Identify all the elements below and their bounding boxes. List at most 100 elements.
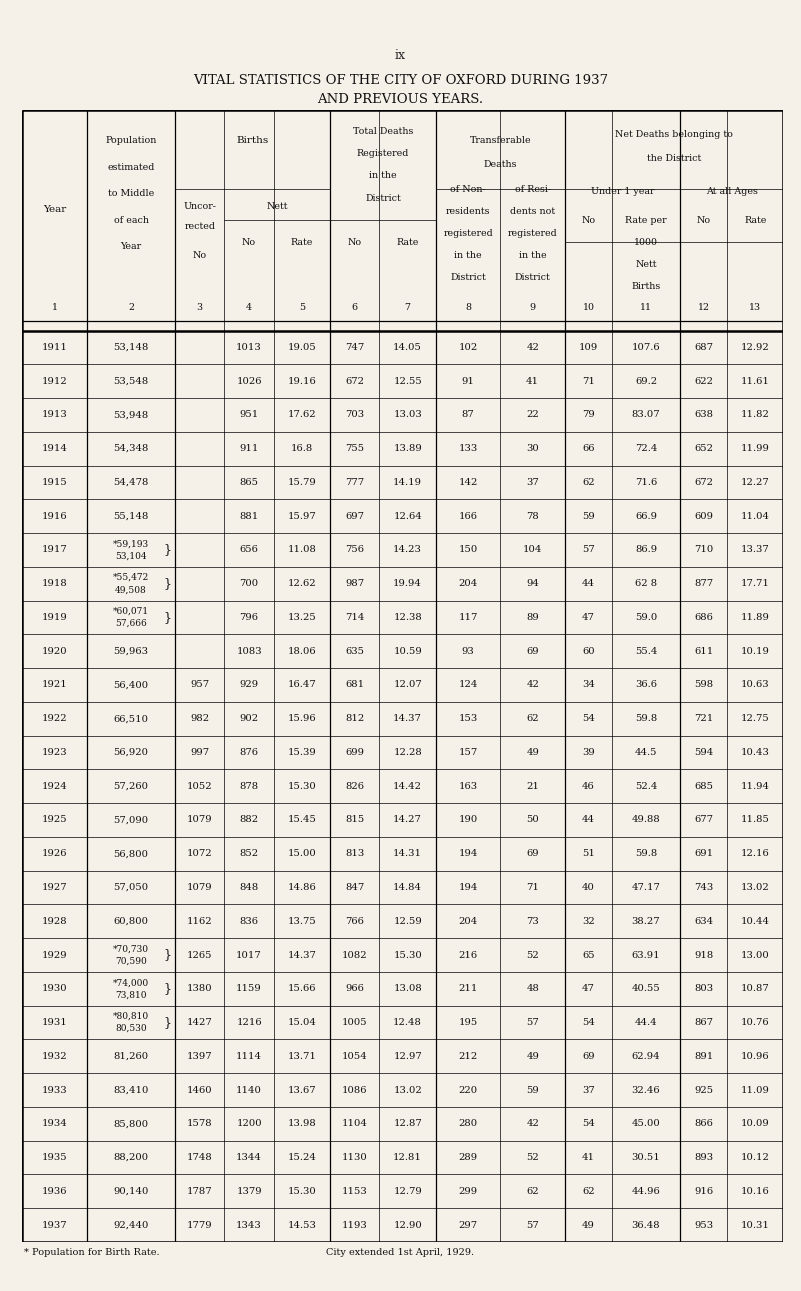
Text: 10.16: 10.16: [741, 1186, 770, 1195]
Text: No: No: [696, 216, 710, 225]
Text: 37: 37: [526, 478, 539, 487]
Text: 44.5: 44.5: [634, 747, 658, 757]
Text: 796: 796: [239, 613, 259, 622]
Text: 39: 39: [582, 747, 595, 757]
Text: 49: 49: [582, 1220, 595, 1229]
Text: 85,800: 85,800: [114, 1119, 149, 1128]
Text: }: }: [163, 544, 171, 556]
Text: 891: 891: [694, 1052, 713, 1061]
Text: 15.45: 15.45: [288, 816, 316, 825]
Text: 57,090: 57,090: [114, 816, 149, 825]
Text: 721: 721: [694, 714, 713, 723]
Text: 62: 62: [582, 478, 595, 487]
Text: 56,920: 56,920: [114, 747, 148, 757]
Text: 1153: 1153: [342, 1186, 368, 1195]
Text: 13.75: 13.75: [288, 917, 316, 926]
Text: 6: 6: [352, 303, 358, 312]
Text: 92,440: 92,440: [114, 1220, 149, 1229]
Text: Rate: Rate: [744, 216, 767, 225]
Text: 80,530: 80,530: [115, 1024, 147, 1033]
Text: 1082: 1082: [342, 950, 368, 959]
Text: 1379: 1379: [236, 1186, 262, 1195]
Text: 53,148: 53,148: [114, 343, 149, 352]
Text: No: No: [582, 216, 595, 225]
Text: 13.02: 13.02: [393, 1086, 422, 1095]
Text: 59: 59: [526, 1086, 539, 1095]
Text: 59.0: 59.0: [635, 613, 657, 622]
Text: 94: 94: [526, 580, 539, 589]
Text: City extended 1st April, 1929.: City extended 1st April, 1929.: [327, 1248, 474, 1257]
Text: 16.47: 16.47: [288, 680, 316, 689]
Text: 22: 22: [526, 411, 539, 420]
Text: 10.96: 10.96: [741, 1052, 770, 1061]
Text: 1779: 1779: [187, 1220, 212, 1229]
Text: 803: 803: [694, 984, 713, 993]
Text: District: District: [515, 272, 550, 281]
Text: 652: 652: [694, 444, 713, 453]
Text: 44: 44: [582, 580, 595, 589]
Text: 13.03: 13.03: [393, 411, 422, 420]
Text: 1931: 1931: [42, 1019, 67, 1028]
Text: 190: 190: [458, 816, 477, 825]
Text: the District: the District: [647, 154, 702, 163]
Text: 44: 44: [582, 816, 595, 825]
Text: 1200: 1200: [236, 1119, 262, 1128]
Text: 877: 877: [694, 580, 713, 589]
Text: 13.71: 13.71: [288, 1052, 316, 1061]
Text: 19.16: 19.16: [288, 377, 316, 386]
Text: 62: 62: [526, 1186, 539, 1195]
Text: 38.27: 38.27: [632, 917, 660, 926]
Text: 747: 747: [345, 343, 364, 352]
Text: 48: 48: [526, 984, 539, 993]
Text: 32.46: 32.46: [632, 1086, 660, 1095]
Text: 11.89: 11.89: [741, 613, 770, 622]
Text: 865: 865: [239, 478, 259, 487]
Text: 700: 700: [239, 580, 259, 589]
Text: 18.06: 18.06: [288, 647, 316, 656]
Text: 93: 93: [461, 647, 474, 656]
Text: 71.6: 71.6: [635, 478, 657, 487]
Text: 714: 714: [345, 613, 364, 622]
Text: 297: 297: [458, 1220, 477, 1229]
Text: 42: 42: [526, 680, 539, 689]
Text: Births: Births: [236, 136, 268, 145]
Text: 12.92: 12.92: [741, 343, 770, 352]
Text: 1933: 1933: [42, 1086, 67, 1095]
Text: 59.8: 59.8: [635, 714, 657, 723]
Text: 1460: 1460: [187, 1086, 212, 1095]
Text: 1427: 1427: [187, 1019, 212, 1028]
Text: 54: 54: [582, 1019, 595, 1028]
Text: At all Ages: At all Ages: [706, 187, 758, 196]
Text: of Non-: of Non-: [450, 185, 486, 194]
Text: 12.64: 12.64: [393, 511, 422, 520]
Text: No: No: [242, 238, 256, 247]
Text: 50: 50: [526, 816, 539, 825]
Text: 11.61: 11.61: [741, 377, 770, 386]
Text: 13.00: 13.00: [741, 950, 770, 959]
Text: 47: 47: [582, 984, 595, 993]
Text: Year: Year: [43, 204, 66, 213]
Text: 756: 756: [345, 545, 364, 554]
Text: 12.97: 12.97: [393, 1052, 422, 1061]
Text: 10: 10: [582, 303, 594, 312]
Text: 71: 71: [526, 883, 539, 892]
Text: of each: of each: [114, 216, 148, 225]
Text: 12.28: 12.28: [393, 747, 422, 757]
Text: 54: 54: [582, 714, 595, 723]
Text: 2: 2: [128, 303, 134, 312]
Text: 55.4: 55.4: [635, 647, 657, 656]
Text: 11.04: 11.04: [741, 511, 770, 520]
Text: 918: 918: [694, 950, 713, 959]
Text: 847: 847: [345, 883, 364, 892]
Text: 117: 117: [458, 613, 477, 622]
Text: 81,260: 81,260: [114, 1052, 149, 1061]
Text: 88,200: 88,200: [114, 1153, 149, 1162]
Text: 12.59: 12.59: [393, 917, 422, 926]
Text: 52: 52: [526, 950, 539, 959]
Text: 1921: 1921: [42, 680, 67, 689]
Text: 11.08: 11.08: [288, 545, 316, 554]
Text: 848: 848: [239, 883, 259, 892]
Text: 56,400: 56,400: [114, 680, 149, 689]
Text: 1912: 1912: [42, 377, 67, 386]
Text: 1104: 1104: [342, 1119, 368, 1128]
